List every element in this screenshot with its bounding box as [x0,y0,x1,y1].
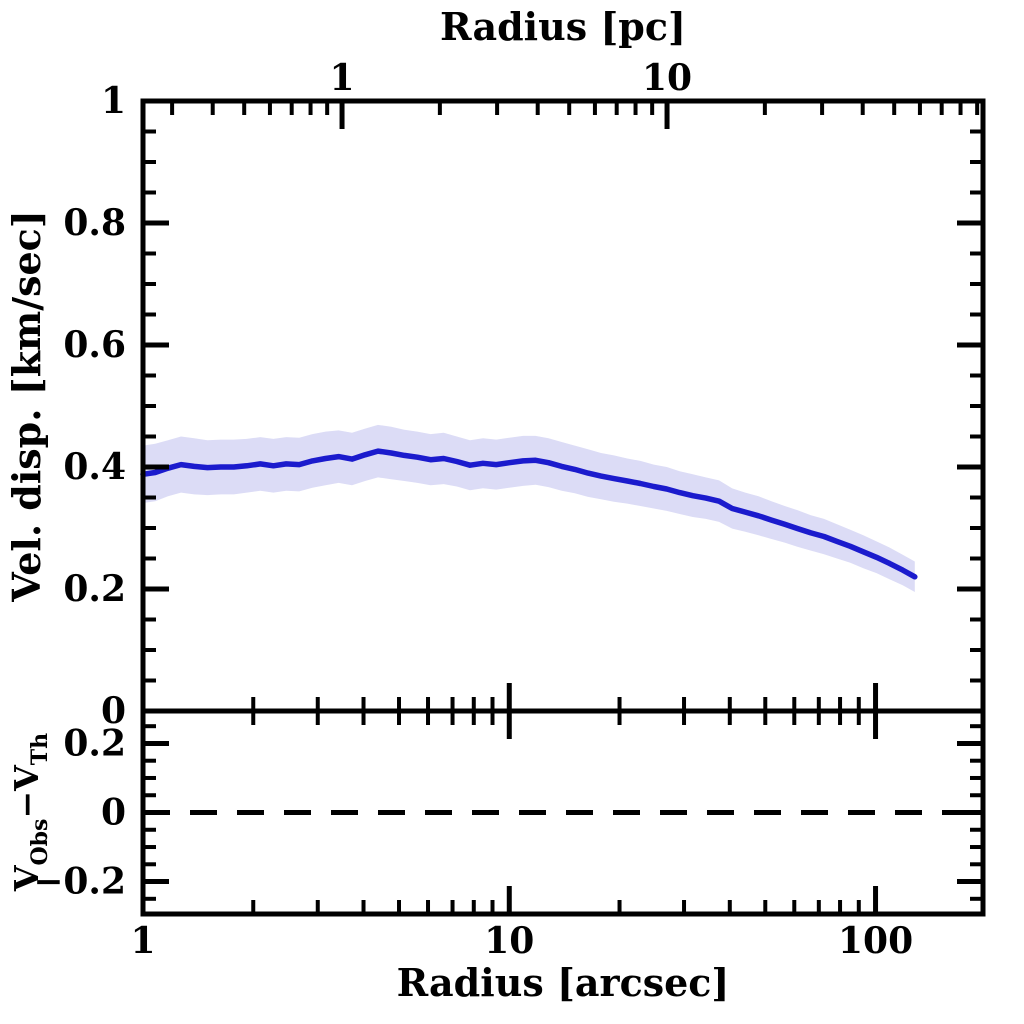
residual-ytick-label: 0.2 [63,722,126,764]
residual-axis-title: VObs−VTh [7,733,53,892]
residual-ytick-label: −0.2 [33,861,126,903]
bottom-axis-tick-label: 1 [130,920,155,962]
residual-ytick-label: 0 [101,792,126,834]
dispersion-ytick-label: 0.4 [63,446,126,488]
bottom-panel-frame [140,708,986,917]
bottom-axis-tick-label: 10 [484,920,534,962]
dispersion-ytick-label: 1 [101,80,126,122]
bottom-axis-title: Radius [arcsec] [397,960,730,1005]
dispersion-ytick-label: 0 [101,690,126,732]
bottom-axis-tick-label: 100 [838,920,913,962]
velocity-dispersion-profile [140,448,918,580]
dispersion-ytick-label: 0.2 [63,568,126,610]
residual-ylabel-text: V [7,764,46,792]
left-axis-title: Vel. disp. [km/sec] [4,210,49,603]
residual-ylabel-subscript: Obs [27,819,53,866]
axis-ticks-layer [140,98,983,914]
residual-ylabel-text: V [7,864,46,892]
confidence-band-layer [143,424,915,592]
residual-ylabel-subscript: Th [27,733,53,765]
top-panel-frame [140,98,986,714]
top-axis-title: Radius [pc] [440,4,686,49]
series-layer [140,448,983,815]
confidence-band [143,424,915,592]
top-axis-tick-label: 10 [642,57,692,99]
top-axis-tick-label: 1 [330,57,355,99]
dispersion-ytick-label: 0.6 [63,324,126,366]
residual-ylabel-text: − [7,791,46,819]
dispersion-ytick-label: 0.8 [63,202,126,244]
